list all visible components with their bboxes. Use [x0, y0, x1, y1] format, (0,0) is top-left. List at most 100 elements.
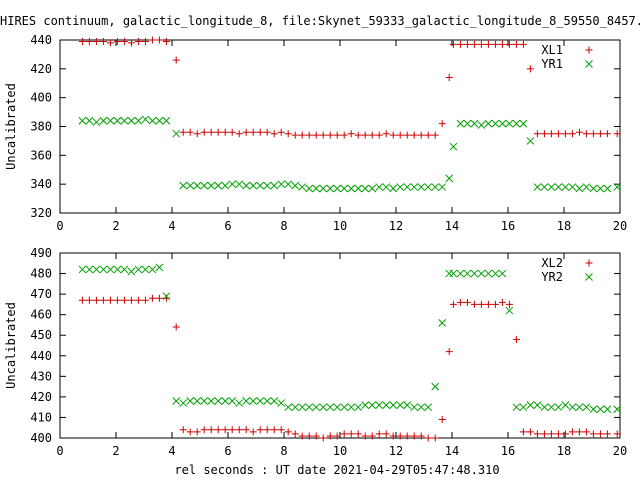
data-point-plus — [470, 300, 478, 308]
data-point-cross — [193, 181, 202, 190]
data-point-cross — [547, 403, 556, 412]
data-point-plus — [445, 73, 453, 81]
data-point-cross — [568, 183, 577, 191]
data-point-plus — [340, 430, 348, 438]
data-point-plus — [134, 37, 142, 45]
data-point-plus — [235, 426, 243, 434]
data-point-plus — [340, 131, 348, 139]
data-point-plus — [186, 428, 194, 436]
x-tick-label: 8 — [280, 444, 287, 458]
data-point-cross — [200, 181, 209, 190]
data-point-cross — [333, 184, 342, 193]
legend-label: YR2 — [541, 270, 563, 284]
y-axis-label: Uncalibrated — [4, 302, 18, 389]
data-point-plus — [113, 37, 121, 45]
data-point-cross — [242, 397, 251, 405]
data-point-plus — [491, 40, 499, 48]
data-point-plus — [554, 130, 562, 138]
data-point-plus — [498, 298, 506, 306]
data-point-cross — [512, 119, 521, 128]
data-point-cross — [340, 184, 349, 193]
data-point-plus — [106, 296, 114, 304]
data-point-cross — [186, 181, 195, 190]
data-point-plus — [396, 131, 404, 139]
data-point-plus — [554, 430, 562, 438]
data-point-plus — [141, 296, 149, 304]
data-point-cross — [134, 116, 143, 125]
data-point-plus — [438, 120, 446, 128]
data-point-cross — [354, 184, 363, 193]
data-point-cross — [284, 180, 293, 189]
data-point-plus — [403, 131, 411, 139]
data-point-cross — [92, 265, 101, 274]
data-point-plus — [361, 131, 369, 139]
data-point-plus — [505, 40, 513, 48]
data-point-cross — [596, 405, 605, 414]
data-point-cross — [298, 183, 307, 191]
x-tick-label: 4 — [168, 219, 175, 233]
data-point-cross — [424, 183, 433, 191]
data-point-plus — [249, 128, 257, 136]
data-point-cross — [291, 403, 300, 412]
data-point-cross — [148, 116, 157, 125]
data-point-cross — [106, 265, 115, 274]
data-point-cross — [127, 116, 136, 125]
data-point-cross — [533, 401, 542, 409]
x-tick-label: 6 — [224, 219, 231, 233]
data-point-cross — [277, 180, 286, 189]
data-point-plus — [431, 434, 439, 442]
data-point-plus — [568, 428, 576, 436]
y-tick-label: 440 — [30, 349, 52, 363]
x-tick-label: 2 — [112, 444, 119, 458]
series-yr2 — [78, 263, 622, 414]
data-point-plus — [291, 430, 299, 438]
data-point-plus — [589, 430, 597, 438]
data-point-cross — [228, 397, 237, 405]
data-point-cross — [347, 403, 356, 412]
y-tick-label: 480 — [30, 267, 52, 281]
data-point-cross — [375, 401, 384, 409]
data-point-plus — [141, 37, 149, 45]
data-point-plus — [270, 426, 278, 434]
legend-marker — [585, 259, 593, 267]
data-point-cross — [613, 405, 622, 414]
data-point-cross — [498, 119, 507, 128]
data-point-cross — [568, 403, 577, 412]
data-point-cross — [554, 183, 563, 191]
data-point-cross — [127, 267, 136, 276]
y-tick-label: 320 — [30, 206, 52, 220]
data-point-cross — [526, 137, 535, 145]
data-point-plus — [361, 432, 369, 440]
data-point-cross — [298, 403, 307, 412]
data-point-plus — [519, 40, 527, 48]
data-point-plus — [312, 432, 320, 440]
data-point-plus — [463, 298, 471, 306]
data-point-plus — [249, 428, 257, 436]
x-tick-label: 10 — [333, 444, 347, 458]
data-point-cross — [449, 269, 458, 278]
data-point-cross — [582, 183, 591, 191]
data-point-cross — [368, 401, 377, 409]
data-point-plus — [270, 130, 278, 138]
data-point-cross — [340, 403, 349, 412]
x-tick-label: 6 — [224, 444, 231, 458]
data-point-plus — [540, 130, 548, 138]
data-point-cross — [505, 119, 514, 128]
data-point-plus — [424, 434, 432, 442]
y-tick-label: 470 — [30, 287, 52, 301]
data-point-plus — [148, 36, 156, 44]
data-point-plus — [207, 426, 215, 434]
data-point-cross — [382, 401, 391, 409]
data-point-plus — [575, 128, 583, 136]
data-point-cross — [389, 184, 398, 193]
data-point-cross — [214, 397, 223, 405]
data-point-plus — [396, 432, 404, 440]
data-point-cross — [134, 265, 143, 274]
data-point-cross — [477, 269, 486, 278]
x-tick-label: 12 — [389, 444, 403, 458]
data-point-cross — [505, 306, 514, 315]
data-point-cross — [456, 269, 465, 278]
legend-label: XL1 — [541, 43, 563, 57]
data-point-cross — [249, 181, 258, 190]
data-point-cross — [484, 119, 493, 128]
